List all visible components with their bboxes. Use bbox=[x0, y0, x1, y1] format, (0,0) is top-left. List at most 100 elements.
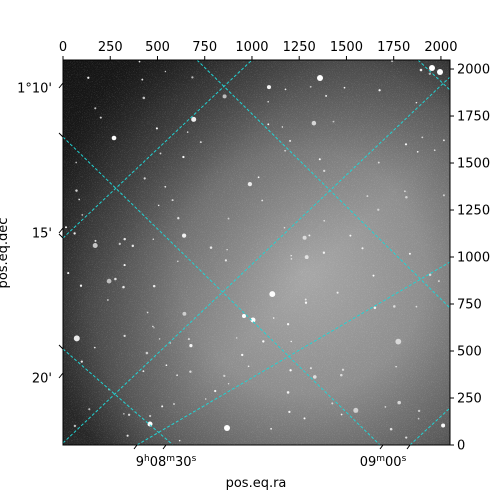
star bbox=[428, 72, 431, 76]
star bbox=[269, 291, 276, 298]
star bbox=[366, 195, 369, 198]
star bbox=[73, 232, 76, 235]
dec-axis-left: 1°10' 15' 20' bbox=[17, 82, 64, 387]
star bbox=[290, 340, 292, 343]
star bbox=[241, 353, 244, 357]
star bbox=[267, 100, 269, 103]
ra-crossing-mark bbox=[133, 444, 138, 450]
star bbox=[141, 78, 144, 81]
star bbox=[290, 258, 293, 260]
star bbox=[323, 169, 326, 173]
star bbox=[226, 249, 228, 251]
star bbox=[67, 272, 70, 275]
star bbox=[419, 68, 423, 72]
star bbox=[404, 143, 408, 146]
star bbox=[138, 60, 141, 63]
star bbox=[309, 85, 312, 88]
x-tick-label: 2000 bbox=[424, 40, 457, 55]
star bbox=[428, 273, 432, 276]
star bbox=[290, 254, 292, 257]
dec-tick-label: 15' bbox=[32, 227, 52, 242]
star bbox=[182, 311, 187, 316]
star bbox=[157, 204, 160, 207]
star bbox=[155, 127, 158, 130]
star bbox=[286, 391, 290, 394]
star bbox=[164, 70, 167, 73]
bright-star bbox=[317, 75, 323, 81]
y-axis-title: pos.eq.dec bbox=[0, 218, 11, 289]
star-field bbox=[64, 60, 446, 442]
star bbox=[123, 334, 126, 338]
star bbox=[111, 135, 117, 141]
grid-line bbox=[417, 60, 450, 91]
star bbox=[224, 259, 227, 262]
star bbox=[214, 389, 217, 393]
star bbox=[284, 149, 286, 152]
bright-star bbox=[224, 425, 230, 431]
star bbox=[148, 414, 152, 418]
star bbox=[122, 285, 125, 289]
star bbox=[152, 238, 155, 240]
star bbox=[267, 123, 270, 126]
star bbox=[222, 94, 227, 99]
star bbox=[227, 217, 230, 220]
x-tick-label: 0 bbox=[59, 40, 67, 55]
star bbox=[266, 85, 272, 90]
y-tick-label: 1000 bbox=[457, 251, 490, 266]
grid-line bbox=[409, 407, 450, 445]
dec-tick-label: 20' bbox=[32, 372, 52, 387]
star bbox=[395, 338, 402, 345]
star bbox=[421, 136, 424, 139]
star bbox=[309, 367, 312, 370]
dec-tick-mark bbox=[58, 82, 64, 89]
y-tick-label: 250 bbox=[457, 392, 482, 407]
star bbox=[177, 217, 180, 220]
star bbox=[303, 417, 306, 420]
star bbox=[308, 234, 311, 237]
star bbox=[75, 161, 78, 164]
star bbox=[114, 277, 117, 281]
grid-line bbox=[63, 348, 174, 445]
star bbox=[73, 335, 80, 342]
star bbox=[281, 126, 284, 128]
star bbox=[441, 423, 446, 428]
star bbox=[161, 405, 164, 408]
x-tick-label: 1000 bbox=[235, 40, 268, 55]
star bbox=[377, 208, 380, 211]
star bbox=[99, 116, 102, 119]
star bbox=[390, 60, 394, 63]
star bbox=[288, 410, 291, 414]
star bbox=[75, 189, 78, 192]
star bbox=[176, 260, 179, 263]
star bbox=[235, 337, 238, 339]
star bbox=[262, 340, 265, 343]
bright-star bbox=[437, 69, 443, 75]
star bbox=[173, 403, 175, 405]
star bbox=[78, 198, 81, 201]
pixel-x-axis-top: 0 250 500 750 1000 1250 1500 1750 2000 bbox=[59, 40, 457, 60]
star bbox=[261, 199, 264, 202]
star bbox=[415, 101, 418, 104]
star bbox=[131, 244, 135, 248]
star bbox=[189, 370, 192, 373]
y-tick-label: 1500 bbox=[457, 157, 490, 172]
x-axis-title: pos.eq.ra bbox=[226, 476, 287, 491]
star bbox=[93, 346, 96, 349]
ra-tick-label: 09m00s bbox=[360, 454, 407, 470]
star bbox=[92, 243, 98, 248]
ra-tick-mark bbox=[379, 444, 384, 450]
star bbox=[272, 317, 275, 319]
star bbox=[257, 176, 260, 179]
star bbox=[223, 374, 226, 378]
star bbox=[191, 116, 197, 122]
star bbox=[186, 131, 189, 133]
star bbox=[171, 199, 174, 202]
star bbox=[181, 233, 187, 238]
star bbox=[209, 246, 213, 249]
star bbox=[312, 375, 317, 379]
star bbox=[378, 89, 381, 92]
star bbox=[247, 365, 250, 368]
star bbox=[106, 278, 112, 284]
star bbox=[189, 343, 193, 348]
bright-star bbox=[250, 317, 256, 323]
